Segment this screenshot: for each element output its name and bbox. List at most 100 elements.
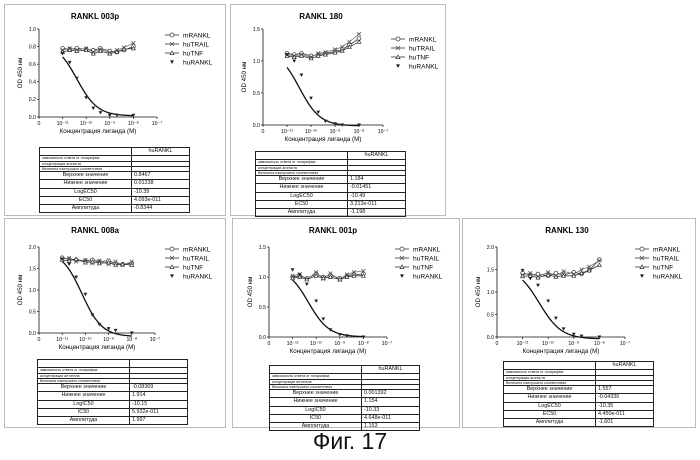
legend-label: huTRAIL bbox=[409, 45, 435, 52]
panel-rankl-008a: RANKL 008a 0.0 0.5 1.0 1.5 2.0 0 10⁻¹¹ 10⁻¹⁰ 10⁻⁹… bbox=[4, 218, 226, 428]
chart-title: RANKL 130 bbox=[545, 226, 589, 235]
y-tick-label: 0.0 bbox=[29, 331, 36, 337]
table-row-label: Верхнее значение bbox=[37, 382, 130, 393]
chart-rankl-003p: RANKL 003p 0.0 0.2 0.4 0.6 0.8 1.0 0 10⁻¹¹ 10⁻¹⁰ 1… bbox=[17, 12, 213, 135]
point-hutnf bbox=[315, 53, 321, 58]
table-row-value: 3.213e-011 bbox=[347, 199, 406, 210]
y-tick-label: 1.5 bbox=[259, 245, 266, 251]
point-hutnf bbox=[130, 45, 136, 51]
series-hutnf bbox=[60, 45, 136, 56]
point-hurankl bbox=[98, 111, 103, 115]
x-tick-label: 10⁻⁹ bbox=[330, 129, 341, 135]
legend-entry-mrankl: mRANKL bbox=[635, 246, 681, 253]
table-corner bbox=[255, 150, 348, 161]
y-axis-label: OD 450 нм bbox=[17, 275, 24, 306]
legend-label: huRANKL bbox=[183, 273, 213, 280]
results-table-rankl-180: huRANKL зависимость ответа от логарифма ко… bbox=[255, 150, 406, 218]
point-hutrail bbox=[351, 270, 357, 275]
point-hurankl bbox=[60, 52, 65, 56]
point-hutnf bbox=[82, 259, 88, 265]
x-axis-label: Концентрация лиганда (M) bbox=[290, 348, 367, 355]
table-row: Амплитуда 1.997 bbox=[37, 416, 188, 426]
point-hutnf bbox=[579, 270, 585, 275]
point-hutnf bbox=[66, 258, 72, 263]
table-row-value: -10.15 bbox=[129, 399, 188, 409]
series-hurankl bbox=[520, 268, 602, 339]
table-row: Амплитуда -0.8344 bbox=[39, 204, 190, 214]
series-line-hutnf bbox=[286, 41, 360, 59]
table-row: EC50 4.093e-011 bbox=[39, 195, 190, 206]
table-row-label: Верхнее значение bbox=[503, 384, 596, 395]
table-row-value: 4.093e-011 bbox=[131, 195, 190, 206]
point-hurankl bbox=[115, 113, 119, 118]
table-row: LogIC50 -10.33 bbox=[269, 405, 420, 415]
point-hutrail bbox=[131, 40, 136, 46]
point-hutnf bbox=[74, 48, 80, 53]
table-column-header: huRANKL bbox=[361, 364, 420, 375]
y-tick-label: 0.8 bbox=[29, 44, 36, 50]
table-note-blank bbox=[361, 383, 420, 390]
point-hurankl bbox=[83, 292, 88, 297]
point-hutnf bbox=[313, 273, 319, 278]
point-hutnf bbox=[596, 262, 602, 267]
series-hurankl bbox=[60, 52, 136, 118]
point-hutrail bbox=[546, 270, 551, 275]
legend-entry-hutrail: huTRAIL bbox=[635, 255, 679, 262]
table-row-label: LogEC50 bbox=[503, 401, 596, 411]
point-hurankl bbox=[113, 328, 118, 333]
chart-rankl-130: RANKL 130 0.0 0.5 1.0 1.5 2.0 0 10⁻¹¹ 10⁻¹⁰ 10⁻⁹ 1… bbox=[475, 226, 683, 355]
table-row-value: -0.8344 bbox=[131, 204, 190, 214]
point-hurankl bbox=[74, 275, 79, 279]
table-column-header: huRANKL bbox=[131, 146, 190, 157]
table-row: IC50 4.648e-011 bbox=[269, 413, 420, 424]
legend-entry-mrankl: mRANKL bbox=[165, 246, 211, 253]
y-tick-label: 1.5 bbox=[253, 27, 260, 33]
results-table-rankl-008a: зависимость ответа от логарифма концентра… bbox=[37, 358, 188, 426]
legend-marker bbox=[639, 255, 645, 261]
x-tick-label: 10⁻⁷ bbox=[152, 121, 163, 127]
table-header-row: huRANKL bbox=[39, 146, 190, 157]
figure-caption: Фиг. 17 bbox=[312, 428, 388, 454]
legend-marker bbox=[169, 41, 175, 47]
point-hutrail bbox=[561, 269, 566, 274]
point-hurankl bbox=[131, 113, 136, 118]
point-hurankl bbox=[91, 106, 96, 111]
point-hurankl bbox=[328, 328, 333, 332]
series-line-hutnf bbox=[522, 264, 600, 279]
legend-label: huTNF bbox=[653, 264, 673, 271]
point-hutnf bbox=[520, 273, 526, 279]
point-hutrail bbox=[328, 271, 333, 276]
x-tick-label: 0 bbox=[496, 341, 499, 347]
chart-rankl-008a: RANKL 008a 0.0 0.5 1.0 1.5 2.0 0 10⁻¹¹ 10⁻¹⁰ 10⁻⁹… bbox=[17, 226, 213, 351]
point-hurankl bbox=[107, 113, 112, 118]
point-hurankl bbox=[357, 123, 361, 127]
legend-label: huTRAIL bbox=[183, 255, 209, 262]
table-row: Верхнее значение 1.184 bbox=[255, 174, 406, 185]
y-axis-label: OD 450 нм bbox=[247, 277, 254, 308]
point-hutnf bbox=[298, 53, 304, 58]
point-hutnf bbox=[106, 259, 112, 265]
table-note-row: Величина наилучшего соответствия bbox=[255, 169, 406, 176]
table-row-label: EC50 bbox=[255, 199, 348, 210]
table-column-header: huRANKL bbox=[347, 150, 406, 161]
point-hutnf bbox=[344, 274, 350, 279]
point-hutnf bbox=[291, 54, 297, 60]
table-note-blank bbox=[347, 169, 406, 176]
table-header-row bbox=[37, 358, 188, 369]
fit-curve-hurankl bbox=[522, 279, 600, 340]
axis-lines bbox=[496, 247, 625, 338]
table-note-blank bbox=[129, 377, 188, 384]
legend-entry-hutrail: huTRAIL bbox=[165, 255, 209, 262]
results-table-rankl-130: huRANKL зависимость ответа от логарифма ко… bbox=[503, 360, 654, 428]
point-hutnf bbox=[535, 274, 541, 280]
x-tick-label: 10⁻⁹ bbox=[568, 341, 579, 347]
table-note-blank bbox=[131, 165, 190, 172]
legend-label: huTNF bbox=[183, 50, 203, 57]
table-row-label: EC50 bbox=[39, 195, 132, 206]
table-row-label: IC50 bbox=[269, 413, 362, 424]
point-hutrail bbox=[361, 268, 366, 274]
y-tick-label: 1.0 bbox=[259, 275, 266, 281]
series-line-hutrail bbox=[62, 42, 134, 54]
y-tick-label: 1.5 bbox=[487, 267, 494, 273]
axis-lines bbox=[38, 29, 157, 118]
